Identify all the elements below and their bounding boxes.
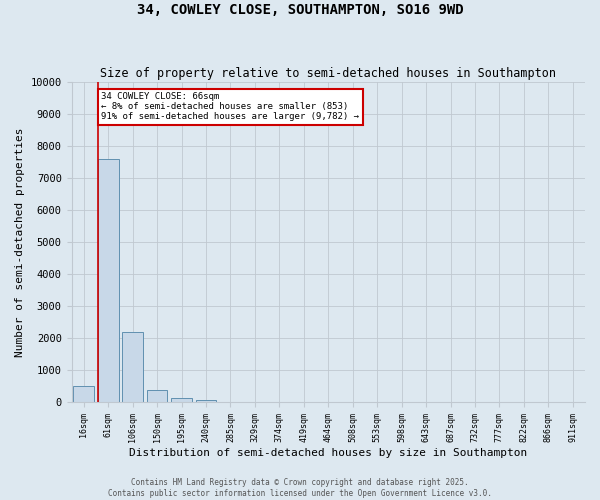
Text: Contains HM Land Registry data © Crown copyright and database right 2025.
Contai: Contains HM Land Registry data © Crown c… xyxy=(108,478,492,498)
X-axis label: Distribution of semi-detached houses by size in Southampton: Distribution of semi-detached houses by … xyxy=(129,448,527,458)
Bar xyxy=(147,390,167,402)
Bar xyxy=(196,400,217,402)
Bar xyxy=(171,398,192,402)
Bar xyxy=(122,332,143,402)
Title: Size of property relative to semi-detached houses in Southampton: Size of property relative to semi-detach… xyxy=(100,66,556,80)
Text: 34, COWLEY CLOSE, SOUTHAMPTON, SO16 9WD: 34, COWLEY CLOSE, SOUTHAMPTON, SO16 9WD xyxy=(137,2,463,16)
Bar xyxy=(73,386,94,402)
Y-axis label: Number of semi-detached properties: Number of semi-detached properties xyxy=(15,128,25,357)
Bar xyxy=(98,159,119,402)
Text: 34 COWLEY CLOSE: 66sqm
← 8% of semi-detached houses are smaller (853)
91% of sem: 34 COWLEY CLOSE: 66sqm ← 8% of semi-deta… xyxy=(101,92,359,122)
